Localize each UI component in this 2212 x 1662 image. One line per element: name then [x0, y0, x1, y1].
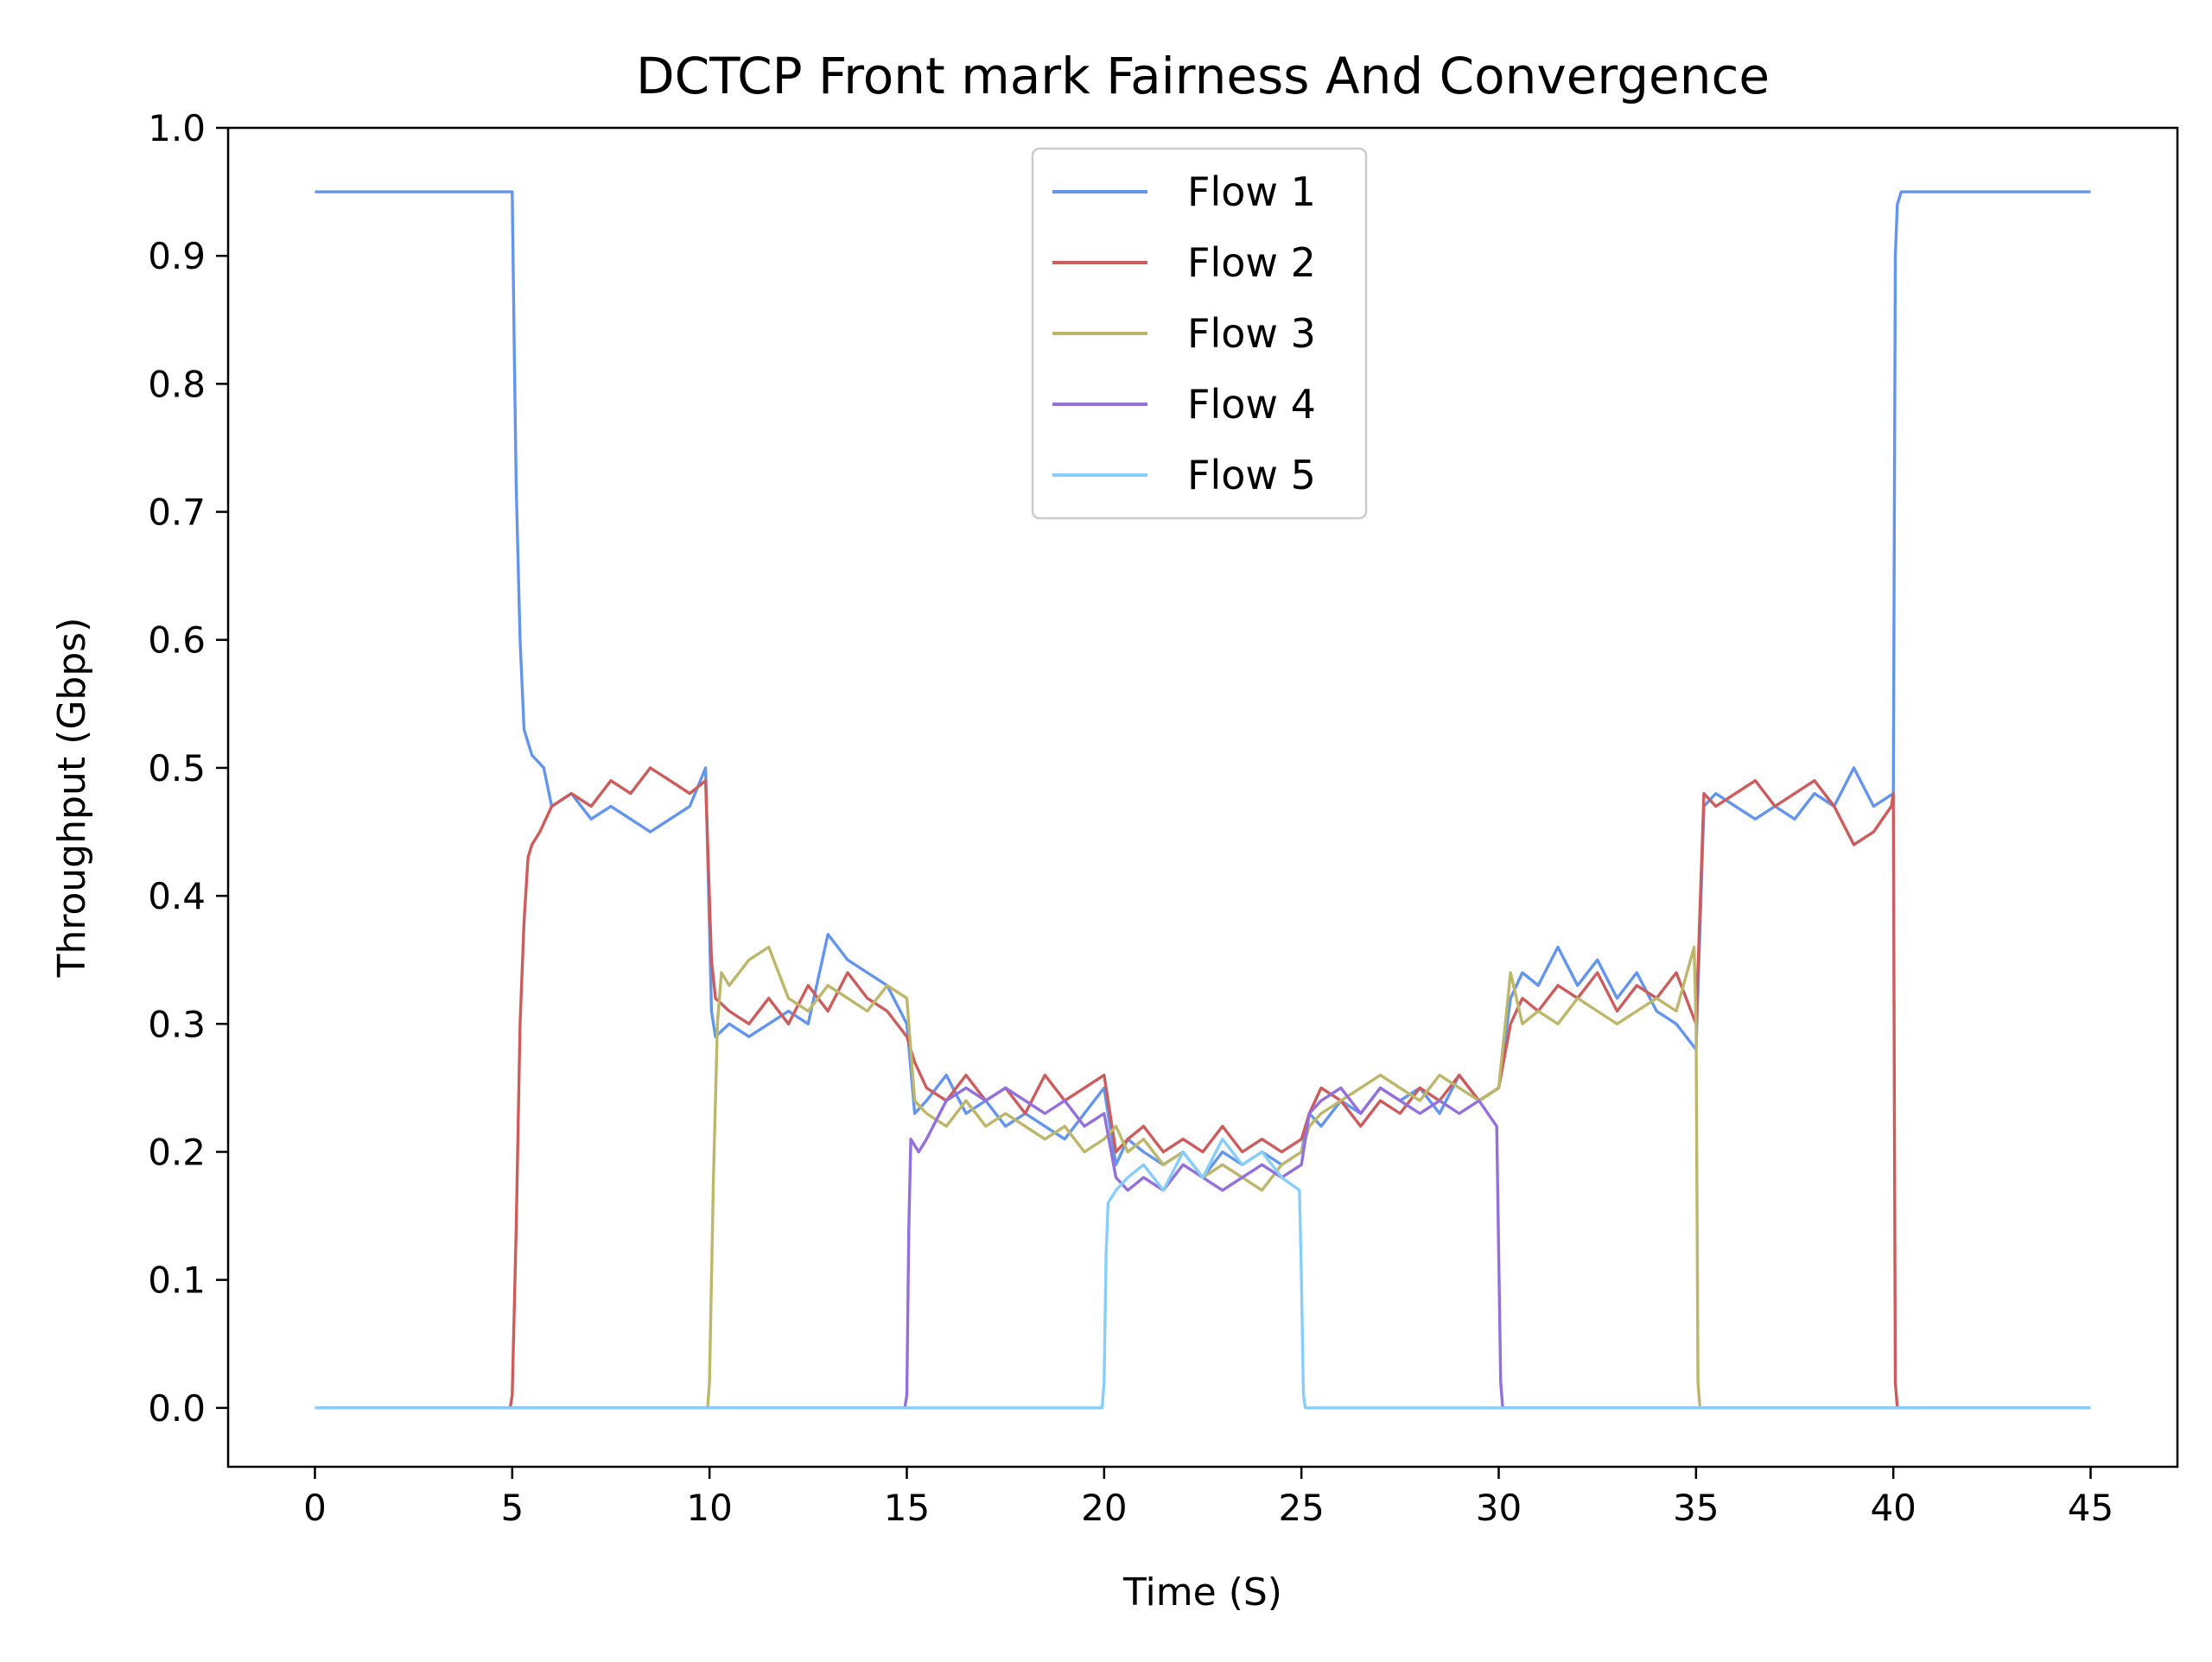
- legend-box: [1031, 147, 1368, 520]
- series-layer: [315, 190, 2091, 1410]
- y-axis-title: Throughput (Gbps): [50, 618, 94, 979]
- legend-items: Flow 1 Flow 2 Flow 3 Flow 4 Flow 5: [1052, 168, 1316, 498]
- y-tick-label: 0.7: [148, 492, 206, 534]
- y-tick-label: 1.0: [148, 107, 206, 149]
- y-axis-ticks: 0.0 0.1 0.2 0.3 0.4 0.5 0.6 0.7 0.8 0.9 1.0: [148, 107, 228, 1430]
- legend-label-flow-2: Flow 2: [1187, 239, 1316, 286]
- x-tick-label: 15: [884, 1487, 930, 1529]
- x-tick-label: 25: [1278, 1487, 1324, 1529]
- y-tick-label: 0.4: [148, 875, 206, 917]
- x-tick-label: 10: [686, 1487, 732, 1529]
- legend-label-flow-4: Flow 4: [1187, 381, 1316, 428]
- legend-label-flow-3: Flow 3: [1187, 310, 1316, 357]
- legend: Flow 1 Flow 2 Flow 3 Flow 4 Flow 5: [1031, 147, 1368, 520]
- x-tick-label: 5: [500, 1487, 524, 1529]
- x-tick-label: 20: [1081, 1487, 1127, 1529]
- x-tick-label: 40: [1870, 1487, 1916, 1529]
- y-tick-label: 0.1: [148, 1259, 206, 1302]
- series-line-flow-5: [315, 1137, 2091, 1410]
- y-tick-label: 0.3: [148, 1003, 206, 1045]
- series-line-flow-2: [315, 766, 2091, 1410]
- y-tick-label: 0.8: [148, 363, 206, 405]
- x-tick-label: 45: [2068, 1487, 2113, 1529]
- x-axis-ticks: 0 5 10 15 20 25 30 35 40 45: [303, 1467, 2113, 1529]
- x-tick-label: 35: [1673, 1487, 1719, 1529]
- chart-title: DCTCP Front mark Fairness And Convergenc…: [636, 47, 1770, 105]
- y-tick-label: 0.6: [148, 619, 206, 662]
- x-axis-title: Time (S): [1122, 1570, 1282, 1614]
- y-tick-label: 0.2: [148, 1131, 206, 1173]
- y-tick-label: 0.5: [148, 747, 206, 790]
- legend-label-flow-5: Flow 5: [1187, 452, 1316, 498]
- legend-label-flow-1: Flow 1: [1187, 168, 1316, 215]
- y-tick-label: 0.0: [148, 1387, 206, 1430]
- plot-area-frame: [226, 126, 2179, 1469]
- y-tick-label: 0.9: [148, 235, 206, 277]
- x-tick-label: 30: [1476, 1487, 1522, 1529]
- x-tick-label: 0: [303, 1487, 327, 1529]
- series-line-flow-4: [315, 1086, 2091, 1410]
